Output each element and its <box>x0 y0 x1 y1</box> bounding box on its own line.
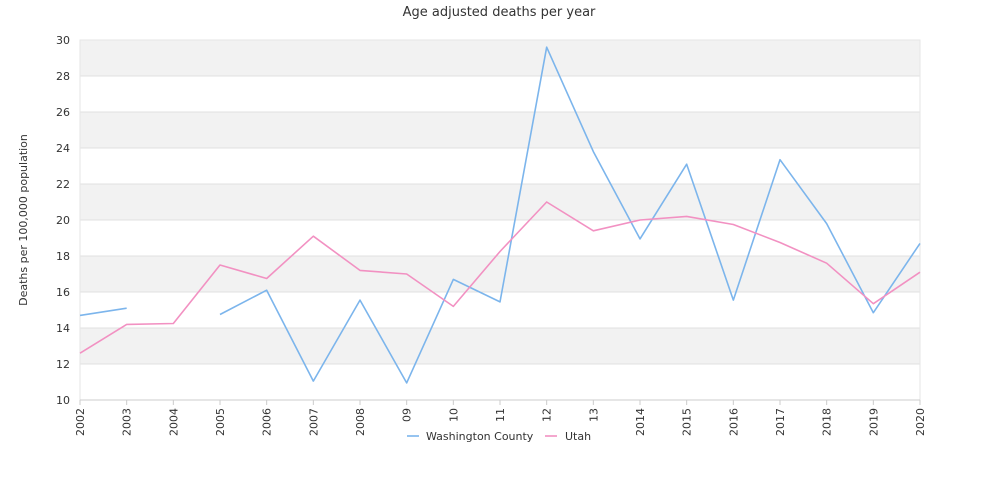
grid-band <box>80 112 920 148</box>
chart-title: Age adjusted deaths per year <box>403 5 596 20</box>
x-tick-label: 2015 <box>681 408 694 436</box>
data-point-washington-county[interactable] <box>307 375 319 387</box>
data-point-washington-county[interactable] <box>821 218 833 230</box>
data-point-utah[interactable] <box>821 257 833 269</box>
x-tick-label: 11 <box>494 408 507 422</box>
y-tick-label: 14 <box>56 322 70 335</box>
x-tick-label: 2008 <box>354 408 367 436</box>
grid-band <box>80 76 920 112</box>
x-tick-label: 2004 <box>167 408 180 436</box>
y-axis-label: Deaths per 100,000 population <box>17 134 30 306</box>
data-point-washington-county[interactable] <box>121 302 133 314</box>
legend-item-washington-county[interactable]: Washington County <box>407 430 534 443</box>
x-tick-label: 09 <box>401 408 414 422</box>
data-point-washington-county[interactable] <box>914 237 926 249</box>
data-point-utah[interactable] <box>401 268 413 280</box>
series-line-utah <box>79 201 921 354</box>
x-tick-label: 2016 <box>727 408 740 436</box>
legend: Washington County Utah <box>407 430 591 443</box>
x-tick-label: 2002 <box>74 408 87 436</box>
data-point-washington-county[interactable] <box>447 273 459 285</box>
data-point-washington-county[interactable] <box>774 154 786 166</box>
y-tick-label: 24 <box>56 142 70 155</box>
data-point-washington-county[interactable] <box>401 377 413 389</box>
data-point-utah[interactable] <box>354 264 366 276</box>
y-axis: 10 12 14 16 18 20 22 24 26 28 30 <box>56 34 70 407</box>
y-tick-label: 18 <box>56 250 70 263</box>
grid-band <box>80 364 920 400</box>
series-lines <box>74 41 926 389</box>
data-point-utah[interactable] <box>774 237 786 249</box>
data-point-utah[interactable] <box>587 225 599 237</box>
data-point-utah[interactable] <box>681 210 693 222</box>
series-line-washington-county <box>79 307 127 317</box>
data-point-utah[interactable] <box>727 219 739 231</box>
grid-band <box>80 148 920 184</box>
data-point-washington-county[interactable] <box>494 296 506 308</box>
x-tick-label: 2018 <box>821 408 834 436</box>
plot-background <box>80 40 920 400</box>
data-point-utah[interactable] <box>634 214 646 226</box>
x-tick-label: 2005 <box>214 408 227 436</box>
grid-band <box>80 184 920 220</box>
data-point-washington-county[interactable] <box>214 309 226 321</box>
data-point-washington-county[interactable] <box>354 294 366 306</box>
data-point-washington-county[interactable] <box>74 309 86 321</box>
data-point-washington-county[interactable] <box>261 284 273 296</box>
grid-band <box>80 328 920 364</box>
legend-label-washington-county: Washington County <box>426 430 534 443</box>
y-tick-label: 10 <box>56 394 70 407</box>
y-tick-label: 28 <box>56 70 70 83</box>
data-point-utah[interactable] <box>261 273 273 285</box>
data-point-washington-county[interactable] <box>681 158 693 170</box>
data-point-washington-county[interactable] <box>541 41 553 53</box>
y-tick-label: 12 <box>56 358 70 371</box>
x-tick-label: 2007 <box>307 408 320 436</box>
x-axis: 2002 2003 2004 2005 2006 2007 2008 09 10 11 12 13 20… <box>74 399 927 436</box>
legend-label-utah: Utah <box>565 430 591 443</box>
grid-band <box>80 256 920 292</box>
legend-item-utah[interactable]: Utah <box>545 430 591 443</box>
x-tick-label: 12 <box>541 408 554 422</box>
x-tick-label: 2014 <box>634 408 647 436</box>
data-point-utah[interactable] <box>494 246 506 258</box>
data-point-utah[interactable] <box>541 196 553 208</box>
y-tick-label: 16 <box>56 286 70 299</box>
data-point-utah[interactable] <box>447 300 459 312</box>
x-tick-label: 10 <box>447 408 460 422</box>
y-tick-label: 26 <box>56 106 70 119</box>
data-point-utah[interactable] <box>867 298 879 310</box>
grid-band <box>80 220 920 256</box>
data-point-utah[interactable] <box>214 259 226 271</box>
series-line-washington-county <box>219 46 921 384</box>
y-tick-label: 20 <box>56 214 70 227</box>
y-tick-label: 22 <box>56 178 70 191</box>
x-tick-label: 2006 <box>261 408 274 436</box>
y-tick-label: 30 <box>56 34 70 47</box>
data-point-washington-county[interactable] <box>634 233 646 245</box>
data-point-utah[interactable] <box>121 318 133 330</box>
data-point-utah[interactable] <box>167 318 179 330</box>
x-tick-label: 2020 <box>914 408 927 436</box>
x-tick-label: 2019 <box>867 408 880 436</box>
data-point-washington-county[interactable] <box>587 146 599 158</box>
x-tick-label: 2003 <box>121 408 134 436</box>
x-tick-label: 2017 <box>774 408 787 436</box>
data-point-washington-county[interactable] <box>727 294 739 306</box>
data-point-utah[interactable] <box>914 266 926 278</box>
grid-band <box>80 40 920 76</box>
x-tick-label: 13 <box>587 408 600 422</box>
data-point-utah[interactable] <box>307 230 319 242</box>
data-point-utah[interactable] <box>74 347 86 359</box>
